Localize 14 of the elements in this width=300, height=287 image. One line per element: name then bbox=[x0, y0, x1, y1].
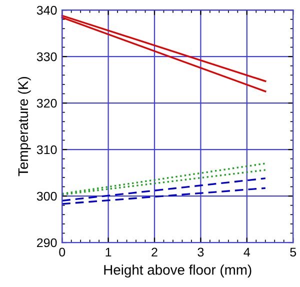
x-tick-label: 2 bbox=[152, 248, 158, 256]
y-tick-label: 310 bbox=[36, 145, 57, 154]
y-axis-title: Temperature (K) bbox=[18, 76, 31, 176]
y-tick-label: 290 bbox=[37, 238, 57, 248]
y-tick-label: 330 bbox=[36, 52, 57, 62]
x-tick-label: 5 bbox=[290, 248, 296, 257]
x-tick-label: 3 bbox=[198, 248, 204, 257]
y-tick-label: 340 bbox=[36, 6, 57, 15]
y-tick-label: 320 bbox=[36, 98, 57, 108]
x-tick-label: 1 bbox=[106, 248, 112, 256]
x-tick-label: 4 bbox=[244, 248, 250, 256]
y-tick-label: 300 bbox=[36, 192, 57, 201]
x-tick-label: 0 bbox=[59, 248, 66, 257]
x-axis-title: Height above floor (mm) bbox=[104, 264, 252, 278]
